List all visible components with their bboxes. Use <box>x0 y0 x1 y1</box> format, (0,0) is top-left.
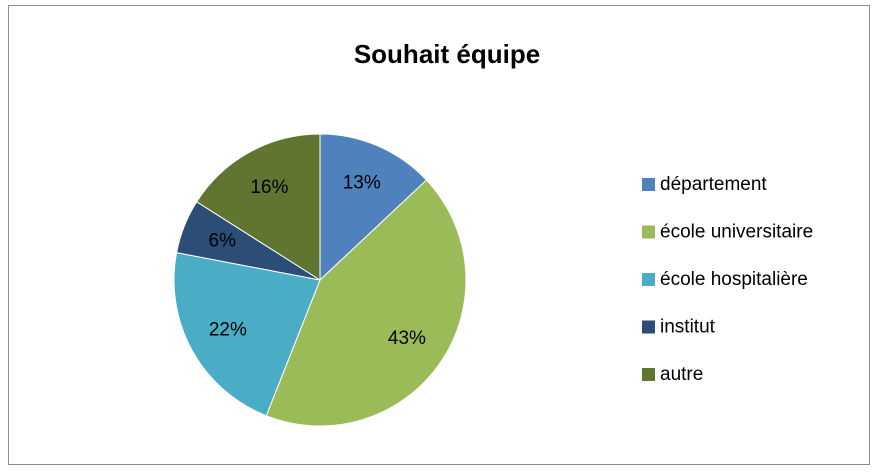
pie-slice <box>319 133 428 282</box>
pie-slice <box>173 252 321 417</box>
data-label: 16% <box>250 177 288 198</box>
legend-swatch <box>642 178 655 191</box>
legend-swatch <box>642 368 655 381</box>
pie-slice <box>265 179 467 427</box>
legend-swatch <box>642 273 655 286</box>
data-label: 6% <box>209 230 237 251</box>
legend-label: école hospitalière <box>660 269 808 290</box>
legend-swatch <box>642 225 655 239</box>
data-label: 22% <box>209 320 247 341</box>
data-label: 43% <box>388 328 426 349</box>
legend-label: département <box>660 174 767 195</box>
pie-slice <box>196 133 321 281</box>
legend-label: autre <box>660 364 703 385</box>
data-label: 13% <box>343 173 381 194</box>
legend-label: école universitaire <box>660 222 813 243</box>
chart-title: Souhait équipe <box>354 39 540 69</box>
legend-swatch <box>642 320 655 334</box>
legend-label: institut <box>660 317 716 338</box>
